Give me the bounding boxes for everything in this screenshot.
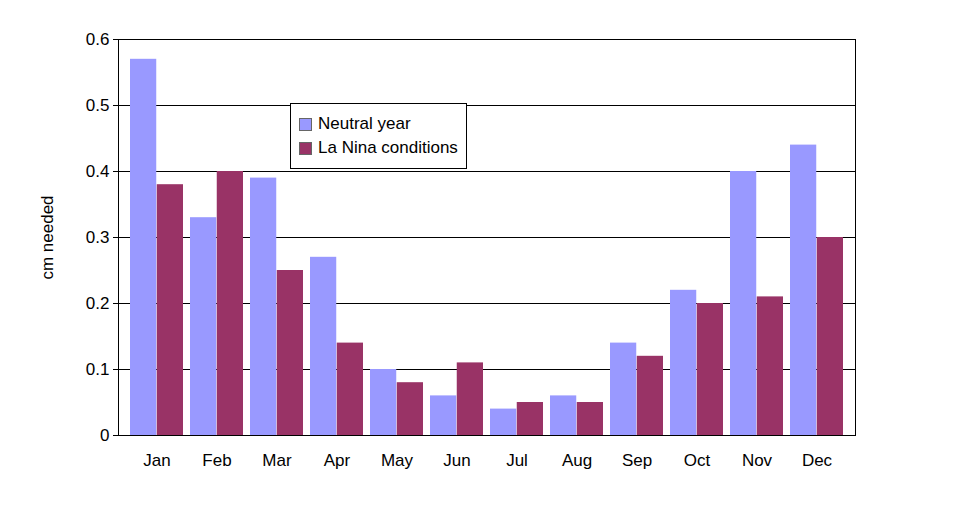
svg-text:Jan: Jan [143,451,170,470]
html-text:La Nina conditions: La Nina conditions [318,138,458,157]
svg-text:cm needed: cm needed [38,195,57,279]
svg-text:Oct: Oct [684,451,711,470]
svg-text:0.5: 0.5 [86,96,110,115]
svg-text:Jun: Jun [443,451,470,470]
svg-text:May: May [381,451,414,470]
svg-text:Aug: Aug [562,451,592,470]
svg-text:0.6: 0.6 [86,30,110,49]
svg-text:Mar: Mar [262,451,292,470]
svg-text:0: 0 [100,426,109,445]
svg-text:Jul: Jul [506,451,528,470]
svg-text:Sep: Sep [622,451,652,470]
svg-text:Apr: Apr [324,451,351,470]
svg-text:0.2: 0.2 [86,294,110,313]
svg-text:0.1: 0.1 [86,360,110,379]
html-text:Neutral year: Neutral year [318,114,411,133]
svg-text:Nov: Nov [742,451,773,470]
svg-text:0.3: 0.3 [86,228,110,247]
svg-text:Feb: Feb [202,451,231,470]
svg-text:0.4: 0.4 [86,162,110,181]
svg-text:Dec: Dec [802,451,833,470]
